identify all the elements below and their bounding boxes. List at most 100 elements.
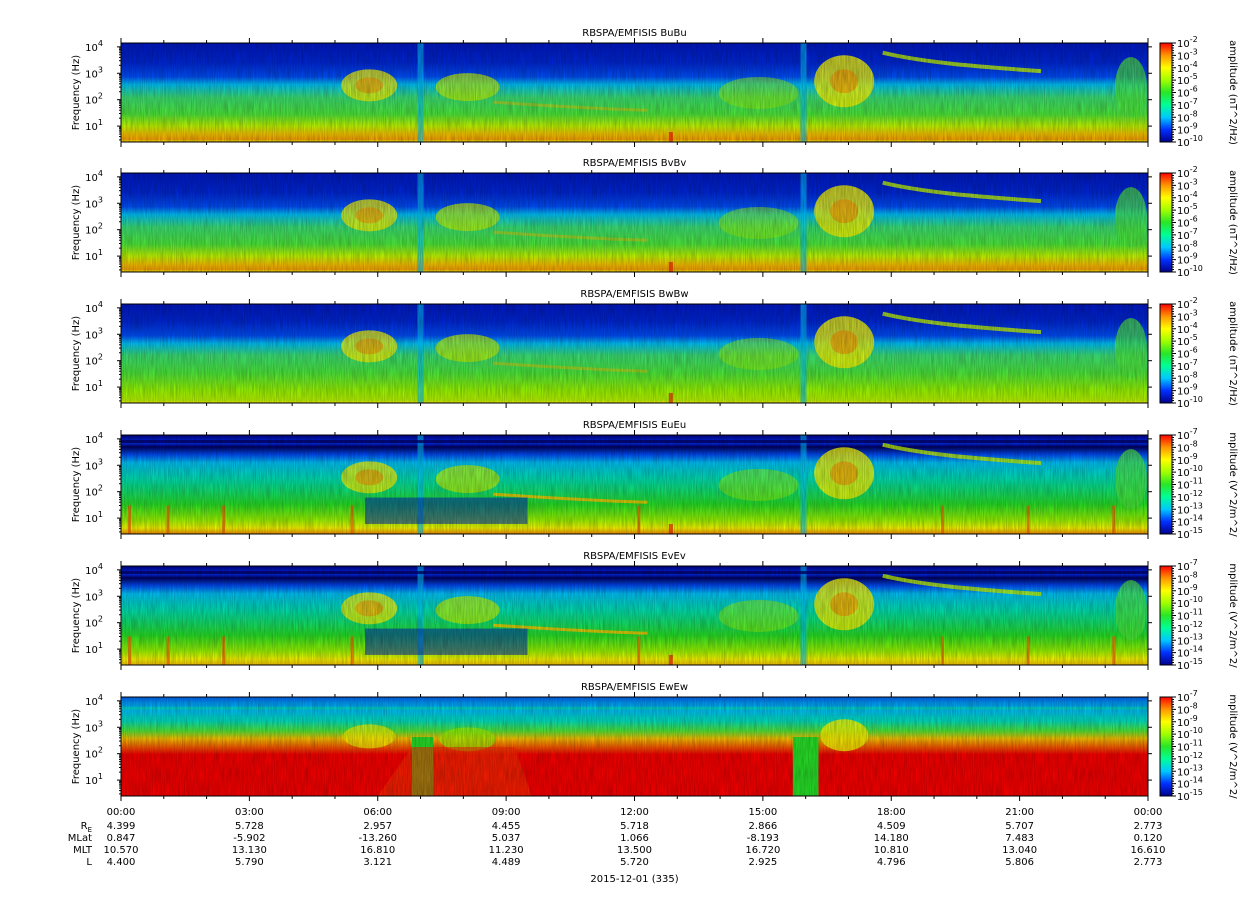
ephemeris-value: 4.455 bbox=[492, 821, 521, 832]
ephemeris-value: 4.399 bbox=[107, 821, 136, 832]
ephemeris-value: 5.806 bbox=[1005, 857, 1034, 868]
colorbar-tick-label: 10-4 bbox=[1177, 321, 1198, 336]
y-tick-label: 104 bbox=[85, 693, 103, 708]
y-axis-label: Frequency (Hz) bbox=[71, 447, 82, 523]
colorbar-tick-label: 10-13 bbox=[1177, 501, 1203, 516]
ephemeris-value: 5.037 bbox=[492, 833, 521, 844]
ephemeris-row-label: MLT bbox=[73, 845, 93, 856]
colorbar-label: amplitude (nT^2/Hz) bbox=[1227, 40, 1238, 145]
y-tick-label: 102 bbox=[85, 484, 103, 499]
colorbar-tick-label: 10-4 bbox=[1177, 60, 1198, 75]
colorbar-tick-label: 10-8 bbox=[1177, 109, 1198, 124]
colorbar-tick-label: 10-9 bbox=[1177, 583, 1198, 598]
ephemeris-value: 4.400 bbox=[107, 857, 136, 868]
colorbar-tick-label: 10-15 bbox=[1177, 788, 1203, 803]
colorbar-tick-label: 10-6 bbox=[1177, 85, 1198, 100]
y-tick-label: 103 bbox=[85, 719, 103, 734]
ephemeris-value: 4.509 bbox=[877, 821, 906, 832]
colorbar-tick-label: 10-9 bbox=[1177, 452, 1198, 467]
y-tick-label: 103 bbox=[85, 195, 103, 210]
colorbar-tick-label: 10-13 bbox=[1177, 763, 1203, 778]
y-tick-label: 101 bbox=[85, 641, 103, 656]
spectrogram-panel: RBSPA/EMFISIS EwEw Frequency (Hz) 101 102 10… bbox=[71, 682, 1238, 803]
ephemeris-row-label: RE bbox=[81, 821, 92, 834]
spectrogram-panel: RBSPA/EMFISIS BwBw Frequency (Hz) 101 102 10… bbox=[71, 289, 1238, 410]
y-tick-label: 104 bbox=[85, 169, 103, 184]
ephemeris-value: 4.489 bbox=[492, 857, 521, 868]
colorbar-tick-label: 10-15 bbox=[1177, 526, 1203, 541]
colorbar-tick-label: 10-14 bbox=[1177, 645, 1203, 660]
ephemeris-value: 10.810 bbox=[874, 845, 909, 856]
y-tick-label: 103 bbox=[85, 326, 103, 341]
colorbar-tick-label: 10-4 bbox=[1177, 190, 1198, 205]
colorbar-label: amplitude (nT^2/Hz) bbox=[1227, 170, 1238, 275]
colorbar: 10-710-810-910-1010-1110-1210-1310-1410-… bbox=[1159, 558, 1238, 672]
colorbar-tick-label: 10-11 bbox=[1177, 608, 1203, 623]
ephemeris-value: 5.728 bbox=[235, 821, 264, 832]
ephemeris-table: RE 4.399 5.728 2.957 4.455 5.718 2.866 4.509 5.7… bbox=[68, 821, 1166, 868]
ephemeris-value: 2.925 bbox=[749, 857, 778, 868]
ephemeris-value: 0.847 bbox=[107, 833, 136, 844]
y-axis-label: Frequency (Hz) bbox=[71, 185, 82, 261]
colorbar-tick-label: 10-7 bbox=[1177, 227, 1198, 242]
colorbar-tick-label: 10-10 bbox=[1177, 395, 1203, 410]
colorbar-tick-label: 10-3 bbox=[1177, 308, 1198, 323]
colorbar-tick-label: 10-5 bbox=[1177, 333, 1198, 348]
colorbar-tick-label: 10-5 bbox=[1177, 202, 1198, 217]
colorbar: 10-210-310-410-510-610-710-810-910-10 amp… bbox=[1159, 296, 1238, 410]
ephemeris-value: 0.120 bbox=[1134, 833, 1163, 844]
ephemeris-value: 2.773 bbox=[1134, 857, 1163, 868]
colorbar-tick-label: 10-8 bbox=[1177, 701, 1198, 716]
heatmap-image bbox=[121, 173, 1148, 272]
x-tick-label: 00:00 bbox=[107, 807, 136, 818]
colorbar-tick-label: 10-8 bbox=[1177, 439, 1198, 454]
ephemeris-value: 4.796 bbox=[877, 857, 906, 868]
y-tick-label: 101 bbox=[85, 118, 103, 133]
y-tick-label: 103 bbox=[85, 65, 103, 80]
colorbar-tick-label: 10-6 bbox=[1177, 346, 1198, 361]
ephemeris-value: 14.180 bbox=[874, 833, 909, 844]
y-axis-label: Frequency (Hz) bbox=[71, 709, 82, 785]
ephemeris-value: 5.720 bbox=[620, 857, 649, 868]
ephemeris-value: -5.902 bbox=[233, 833, 265, 844]
x-tick-label: 18:00 bbox=[877, 807, 906, 818]
colorbar-tick-label: 10-2 bbox=[1177, 35, 1198, 50]
colorbar-tick-label: 10-2 bbox=[1177, 165, 1198, 180]
panel-title: RBSPA/EMFISIS BuBu bbox=[582, 28, 686, 39]
y-tick-label: 102 bbox=[85, 92, 103, 107]
ephemeris-value: 5.707 bbox=[1005, 821, 1034, 832]
y-tick-label: 103 bbox=[85, 588, 103, 603]
colorbar-tick-label: 10-10 bbox=[1177, 264, 1203, 279]
colorbar: 10-710-810-910-1010-1110-1210-1310-1410-… bbox=[1159, 427, 1238, 541]
ephemeris-value: 5.718 bbox=[620, 821, 649, 832]
panel-title: RBSPA/EMFISIS EwEw bbox=[581, 682, 688, 693]
colorbar-tick-label: 10-7 bbox=[1177, 97, 1198, 112]
colorbar-tick-label: 10-10 bbox=[1177, 726, 1203, 741]
colorbar-tick-label: 10-9 bbox=[1177, 714, 1198, 729]
ephemeris-row-label: MLat bbox=[68, 833, 92, 844]
ephemeris-value: 16.610 bbox=[1131, 845, 1166, 856]
ephemeris-value: 7.483 bbox=[1005, 833, 1034, 844]
ephemeris-value: 3.121 bbox=[363, 857, 392, 868]
y-tick-label: 104 bbox=[85, 431, 103, 446]
colorbar-tick-label: 10-15 bbox=[1177, 657, 1203, 672]
ephemeris-value: 13.500 bbox=[617, 845, 652, 856]
ephemeris-value: 1.066 bbox=[620, 833, 649, 844]
colorbar-tick-label: 10-3 bbox=[1177, 47, 1198, 62]
colorbar-tick-label: 10-5 bbox=[1177, 72, 1198, 87]
ephemeris-value: 2.773 bbox=[1134, 821, 1163, 832]
spectrogram-panel: RBSPA/EMFISIS BvBv Frequency (Hz) 101 102 10… bbox=[71, 158, 1238, 279]
colorbar-tick-label: 10-11 bbox=[1177, 477, 1203, 492]
colorbar-tick-label: 10-3 bbox=[1177, 177, 1198, 192]
ephemeris-value: 2.957 bbox=[363, 821, 392, 832]
y-tick-label: 101 bbox=[85, 772, 103, 787]
colorbar-tick-label: 10-14 bbox=[1177, 776, 1203, 791]
y-tick-label: 101 bbox=[85, 510, 103, 525]
heatmap-image bbox=[121, 435, 1148, 534]
ephemeris-value: 16.810 bbox=[360, 845, 395, 856]
colorbar-tick-label: 10-10 bbox=[1177, 595, 1203, 610]
x-tick-label: 09:00 bbox=[492, 807, 521, 818]
colorbar-tick-label: 10-12 bbox=[1177, 620, 1203, 635]
colorbar-tick-label: 10-9 bbox=[1177, 252, 1198, 267]
